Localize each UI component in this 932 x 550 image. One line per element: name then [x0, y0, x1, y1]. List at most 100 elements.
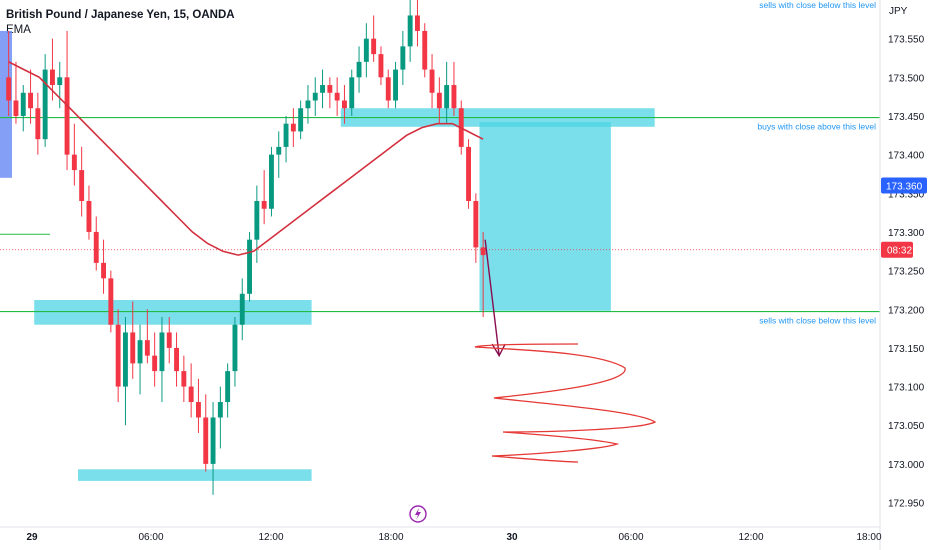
candle-body [283, 123, 289, 147]
level-label-2: sells with close below this level [759, 316, 876, 326]
x-tick-label: 12:00 [258, 532, 283, 543]
candle-body [400, 46, 406, 70]
candle-body [276, 146, 282, 155]
candle-body [378, 54, 384, 78]
candle-body [130, 332, 136, 364]
candle-body [64, 77, 70, 155]
candle-body [225, 371, 231, 403]
candle-body [86, 201, 92, 232]
candle-body [356, 61, 362, 78]
candle-body [28, 92, 33, 109]
candle-body [79, 170, 85, 202]
candle-body [71, 154, 77, 171]
ema-line [8, 61, 484, 256]
x-tick-label: 06:00 [138, 532, 163, 543]
candle-body [473, 201, 479, 248]
candle-body [20, 92, 26, 116]
price-badge [881, 177, 927, 194]
candle-body [188, 386, 194, 403]
x-tick-label: 29 [26, 532, 38, 543]
y-tick-label: 173.150 [888, 344, 925, 355]
lightning-icon[interactable] [409, 505, 427, 523]
candle-body [247, 239, 252, 294]
price-badge-text: 173.360 [886, 182, 923, 193]
indicator-label[interactable]: EMA [6, 24, 31, 36]
candle-body [363, 38, 369, 62]
candle-body [342, 100, 347, 109]
y-tick-label: 172.950 [888, 499, 925, 510]
candle-body [50, 69, 55, 86]
candle-body [320, 85, 325, 93]
candle-body [349, 77, 355, 109]
candle-body [327, 85, 333, 93]
symbol-title[interactable]: British Pound / Japanese Yen, 15, OANDA [6, 9, 235, 21]
x-tick-label: 18:00 [856, 532, 881, 543]
y-tick-label: 173.050 [888, 421, 925, 432]
candle-body [422, 30, 428, 70]
candle-body [393, 69, 398, 101]
session-highlight [0, 30, 12, 178]
candle-body [144, 340, 150, 356]
candle-body [429, 69, 435, 93]
candle-body [203, 417, 209, 464]
candle-body [298, 108, 304, 132]
candle-body [444, 85, 450, 109]
candle-body [239, 293, 245, 325]
candle-body [451, 85, 457, 109]
zone-box-4[interactable] [78, 469, 312, 481]
countdown-badge [881, 241, 913, 258]
arrow-line [484, 239, 500, 356]
candle-body [13, 100, 19, 116]
candle-body [210, 417, 216, 464]
candle-body [166, 332, 172, 348]
zone-box-3[interactable] [479, 122, 611, 311]
level-label-1: buys with close above this level [757, 122, 876, 132]
zone-box-1[interactable] [34, 299, 312, 325]
candle-body [334, 92, 340, 101]
candle-body [385, 77, 391, 101]
chart-header: British Pound / Japanese Yen, 15, OANDA … [6, 8, 235, 38]
candle-body [232, 324, 238, 372]
candle-body [290, 123, 296, 132]
candle-body [254, 201, 260, 240]
y-tick-label: 173.100 [888, 383, 925, 394]
candle-body [269, 154, 274, 209]
candle-body [93, 231, 99, 263]
y-tick-label: 173.200 [888, 305, 925, 316]
candle-body [415, 15, 420, 31]
candle-body [42, 69, 48, 140]
x-tick-label: 18:00 [378, 532, 403, 543]
currency-label: JPY [889, 6, 908, 17]
projection-squiggle [474, 343, 657, 463]
candle-body [35, 108, 41, 140]
candle-body [6, 77, 12, 101]
y-tick-label: 173.250 [888, 267, 925, 278]
candle-body [108, 278, 114, 325]
top-level-label: sells with close below this level [759, 0, 876, 10]
candle-body [174, 347, 179, 372]
y-tick-label: 173.550 [888, 35, 925, 46]
candle-body [159, 332, 165, 372]
candle-body [152, 355, 158, 372]
candle-body [101, 262, 106, 279]
x-tick-label: 06:00 [618, 532, 643, 543]
candle-body [196, 402, 201, 418]
candle-body [312, 92, 318, 101]
x-tick-label: 12:00 [738, 532, 763, 543]
candle-body [371, 38, 377, 55]
candle-body [137, 340, 143, 364]
countdown-badge-text: 08:32 [887, 246, 912, 257]
x-tick-label: 30 [506, 532, 518, 543]
candle-body [181, 371, 187, 387]
y-tick-label: 173.350 [888, 189, 925, 200]
candle-body [261, 201, 267, 209]
candle-body [466, 146, 471, 202]
y-tick-label: 173.000 [888, 460, 925, 471]
lightning-icon-glyph [415, 508, 421, 520]
candle-body [57, 77, 63, 86]
y-tick-label: 173.400 [888, 151, 925, 162]
candle-body [480, 247, 486, 256]
candle-body [305, 100, 311, 109]
